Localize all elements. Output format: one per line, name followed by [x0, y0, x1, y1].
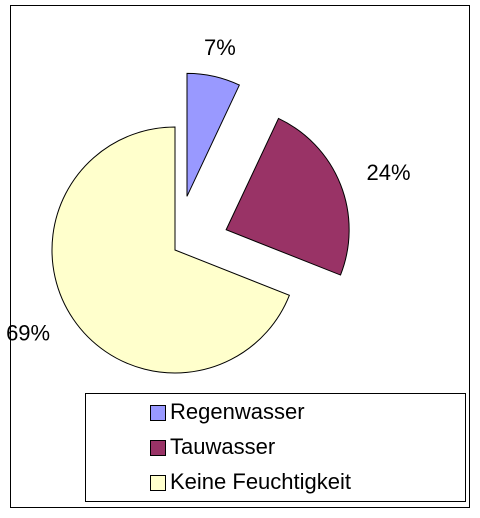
- pie-slice: [51, 126, 291, 374]
- data-label: 69%: [6, 321, 50, 346]
- legend-swatch: [150, 405, 166, 421]
- legend-swatch: [150, 440, 166, 456]
- legend-box: [85, 393, 466, 502]
- legend-swatch: [150, 475, 166, 491]
- legend-label: Regenwasser: [170, 399, 305, 424]
- data-label: 24%: [367, 160, 411, 185]
- legend-label: Tauwasser: [170, 434, 275, 459]
- pie-slice: [225, 117, 350, 276]
- pie-slice: [186, 72, 241, 197]
- legend-label: Keine Feuchtigkeit: [170, 469, 351, 494]
- data-label: 7%: [204, 35, 236, 60]
